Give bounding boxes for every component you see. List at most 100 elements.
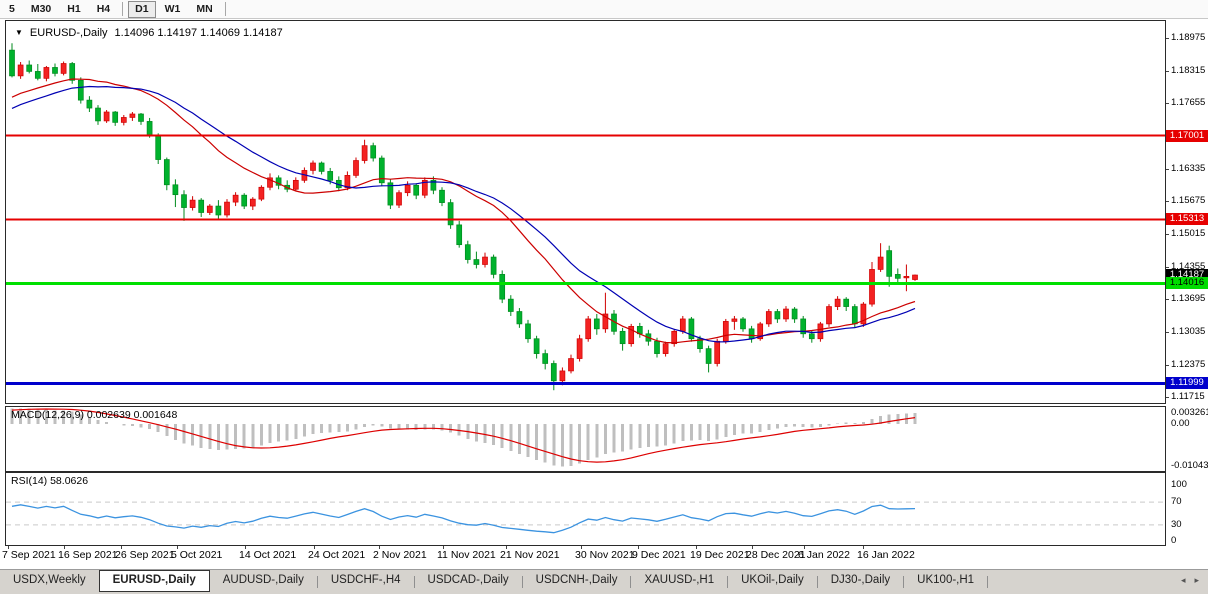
candle-body: [516, 311, 523, 325]
candle-body: [163, 159, 170, 186]
candle-body: [679, 318, 686, 332]
chart-tab-XAUUSD-H1[interactable]: XAUUSD-,H1: [644, 574, 715, 586]
date-tick-mark: [64, 546, 65, 549]
candlestick-chart-canvas[interactable]: [6, 21, 1165, 403]
macd-axis-label: 0.00: [1171, 418, 1190, 429]
tab-scroll-left-icon[interactable]: ◂: [1180, 575, 1186, 585]
candle-body: [353, 160, 359, 176]
candle-body: [525, 323, 531, 340]
chart-tab-USDX-Weekly[interactable]: USDX,Weekly: [13, 574, 86, 586]
candle-body: [77, 79, 84, 101]
date-axis[interactable]: 7 Sep 2021 16 Sep 2021 26 Sep 2021 5 Oct 20…: [0, 546, 1208, 564]
axis-tick-mark: [1166, 332, 1169, 334]
candle-body: [396, 192, 402, 206]
tab-scroll-right-icon[interactable]: ▸: [1194, 575, 1199, 585]
axis-tick-mark: [1166, 38, 1169, 39]
candle-body: [654, 340, 660, 354]
candle-body: [310, 162, 316, 171]
axis-tick-mark: [1166, 364, 1169, 366]
date-tick-mark: [245, 546, 246, 549]
chart-dropdown-icon[interactable]: ▼: [15, 28, 23, 37]
date-axis-label: 9 Dec 2021: [632, 549, 686, 561]
candle-body: [542, 353, 549, 364]
candle-body: [748, 328, 755, 340]
price-axis-label: 1.15675: [1171, 195, 1206, 207]
timeframe-button-D1[interactable]: D1: [128, 0, 156, 18]
date-axis-label: 19 Dec 2021: [690, 549, 750, 561]
candle-body: [26, 64, 33, 72]
chart-tab-UK100-H1[interactable]: UK100-,H1: [917, 574, 975, 586]
rsi-axis-label: 100: [1171, 479, 1187, 490]
candle-body: [34, 71, 41, 79]
macd-axis-label: -0.010438: [1171, 460, 1208, 471]
chart-tab-EURUSD-Daily[interactable]: EURUSD-,Daily: [98, 570, 210, 592]
candle-body: [120, 117, 127, 123]
date-axis-label: 21 Nov 2021: [500, 549, 560, 561]
date-tick-mark: [314, 546, 315, 549]
macd-indicator-panel[interactable]: MACD(12,26,9) 0.002639 0.001648: [5, 406, 1166, 472]
candle-body: [550, 363, 557, 382]
axis-tick-mark: [1166, 234, 1169, 236]
candle-body: [292, 179, 299, 190]
price-badge-1.15313: 1.15313: [1166, 213, 1208, 226]
timeframe-button-H4[interactable]: H4: [96, 2, 111, 15]
price-chart-panel[interactable]: ▼ EURUSD-,Daily 1.14096 1.14197 1.14069 …: [5, 20, 1166, 404]
timeframe-button-5[interactable]: 5: [9, 2, 15, 15]
candle-body: [688, 318, 695, 340]
date-tick-mark: [696, 546, 697, 549]
candle-body: [361, 145, 368, 161]
timeframe-button-M30[interactable]: M30: [30, 2, 52, 15]
price-axis-label: 1.16335: [1171, 162, 1206, 174]
candle-body: [860, 303, 867, 325]
macd-chart-canvas[interactable]: [6, 407, 1165, 471]
price-axis[interactable]: 1.18975 1.18315 1.17655 1.16335 1.15675 1.150…: [1166, 20, 1208, 547]
candle-body: [722, 321, 729, 342]
candle-body: [189, 199, 196, 208]
toolbar-separator: [224, 2, 226, 16]
axis-tick-mark: [1166, 70, 1169, 72]
chart-tab-USDCAD-Daily[interactable]: USDCAD-,Daily: [427, 574, 509, 586]
candle-body: [258, 186, 265, 200]
rsi-axis-label: 70: [1171, 496, 1182, 507]
candle-body: [851, 306, 858, 325]
chart-tab-UKOil-Daily[interactable]: UKOil-,Daily: [741, 574, 804, 586]
date-axis-label: 5 Oct 2021: [171, 549, 223, 561]
chart-tab-DJ30-Daily[interactable]: DJ30-,Daily: [830, 574, 891, 586]
rsi-chart-canvas[interactable]: [6, 473, 1165, 545]
candle-body: [172, 184, 179, 196]
price-badge-1.17001: 1.17001: [1166, 129, 1208, 142]
price-axis-label: 1.18975: [1171, 32, 1206, 43]
candle-body: [834, 298, 841, 307]
date-axis-label: 28 Dec 2021: [746, 549, 806, 561]
candle-body: [740, 318, 746, 330]
price-axis-label: 1.15015: [1171, 228, 1206, 240]
price-axis-label: 1.13035: [1171, 326, 1206, 338]
rsi-label: RSI(14) 58.0626: [11, 475, 89, 487]
candle-body: [499, 274, 506, 300]
date-axis-label: 11 Nov 2021: [437, 549, 496, 561]
ma-fast-line: [11, 78, 916, 344]
chart-title: ▼ EURUSD-,Daily 1.14096 1.14197 1.14069 …: [15, 27, 283, 39]
candle-body: [593, 318, 600, 330]
chart-symbol-label: EURUSD-,Daily: [29, 27, 108, 39]
chart-tab-AUDUSD-Daily[interactable]: AUDUSD-,Daily: [222, 574, 304, 586]
timeframe-button-W1[interactable]: W1: [164, 2, 181, 15]
candle-body: [69, 63, 76, 81]
candle-body: [318, 162, 325, 172]
rsi-indicator-panel[interactable]: RSI(14) 58.0626: [5, 472, 1166, 546]
candle-body: [413, 184, 420, 196]
candle-body: [9, 49, 15, 77]
date-tick-mark: [752, 546, 753, 549]
chart-tab-USDCHF-H4[interactable]: USDCHF-,H4: [330, 574, 401, 586]
chart-tab-USDCNH-Daily[interactable]: USDCNH-,Daily: [535, 574, 618, 586]
candle-body: [628, 326, 635, 345]
timeframe-button-H1[interactable]: H1: [67, 2, 81, 15]
candle-body: [894, 274, 901, 279]
tab-separator: [987, 576, 989, 588]
candle-body: [912, 274, 918, 280]
candle-body: [774, 311, 781, 320]
candle-body: [181, 194, 187, 208]
candle-body: [671, 330, 678, 345]
timeframe-button-MN[interactable]: MN: [196, 2, 213, 15]
